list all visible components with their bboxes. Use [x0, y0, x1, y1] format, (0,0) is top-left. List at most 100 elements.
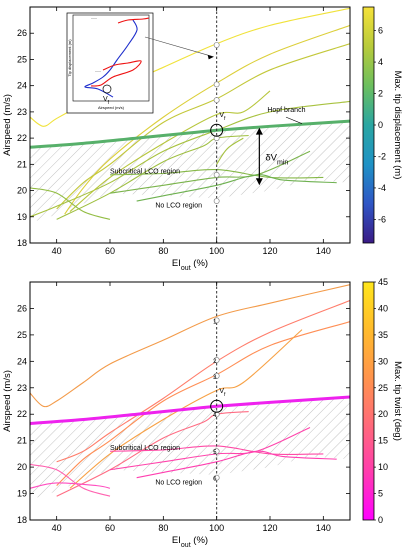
y-tick-label: 19 — [17, 489, 27, 499]
no-lco-label: No LCO region — [155, 479, 202, 486]
x-axis-label: EIout (%) — [172, 258, 208, 272]
lco-curve-2 — [56, 299, 350, 463]
lco-curve-5 — [69, 90, 271, 212]
point-marker-label-2: 2 — [213, 359, 217, 365]
y-tick-label: 21 — [17, 159, 27, 169]
y-tick-label: 23 — [17, 383, 27, 393]
inset-upper-red-branch — [117, 17, 150, 24]
point-marker-label-3: 3 — [213, 375, 217, 381]
y-tick-label: 20 — [17, 462, 27, 472]
x-tick-label: 40 — [52, 246, 62, 256]
lco-curve-3 — [56, 43, 350, 210]
hopf-branch-line — [30, 119, 350, 149]
lco-curve-10 — [136, 174, 337, 202]
y-axis-label: Airspeed (m/s) — [2, 370, 13, 432]
hopf-branch-label: Hopf branch — [267, 107, 305, 114]
lco-curve-4 — [69, 329, 303, 489]
x-tick-label: 120 — [262, 246, 277, 256]
delta-v-arrow-head-top — [255, 127, 263, 135]
y-tick-label: 18 — [17, 238, 27, 248]
colorbar-tick-label: 4 — [378, 57, 383, 67]
lco-curve-2 — [64, 24, 350, 215]
inset-ellipsis-top: ··· — [91, 16, 97, 22]
colorbar-tick-label: 40 — [378, 303, 388, 313]
inset-pointer-arrowhead — [207, 54, 214, 60]
inset-x-label: Airspeed (m/s) — [98, 105, 125, 110]
colorbar-tick-label: 15 — [378, 436, 388, 446]
inset-ellipsis-mid: ··· — [95, 69, 101, 75]
lco-curve-9 — [136, 450, 337, 479]
colorbar-tick-label: 0 — [378, 515, 383, 525]
colorbar-tick-label: 5 — [378, 489, 383, 499]
point-marker-label-6: 6 — [213, 477, 217, 483]
hopf-branch-pointer — [285, 116, 303, 124]
colorbar-tick-label: -2 — [378, 151, 386, 161]
plot-area — [30, 7, 350, 243]
y-tick-label: 22 — [17, 133, 27, 143]
point-marker-6 — [213, 198, 220, 204]
no-lco-label: No LCO region — [155, 203, 202, 210]
x-tick-label: 60 — [105, 246, 115, 256]
subcritical-lco-label: Subcritical LCO region — [110, 169, 180, 176]
y-tick-label: 20 — [17, 186, 27, 196]
y-axis-label: Airspeed (m/s) — [2, 94, 13, 156]
point-marker-5 — [213, 448, 220, 455]
colorbar-label: Max. tip twist (deg) — [392, 361, 402, 441]
y-tick-label: 21 — [17, 436, 27, 446]
y-tick-label: 18 — [17, 515, 27, 525]
colorbar-label: Max. tip displacement (m) — [392, 71, 402, 180]
inset-y-label: Tip displacement (m) — [67, 39, 72, 77]
inset-pointer-line — [144, 36, 214, 58]
colorbar — [362, 281, 375, 521]
lco-curve-3 — [56, 321, 350, 487]
point-marker-1 — [213, 42, 220, 48]
colorbar — [362, 6, 375, 244]
colorbar-tick-label: 35 — [378, 330, 388, 340]
point-marker-1 — [213, 317, 220, 324]
subcritical-lco-label: Subcritical LCO region — [110, 445, 180, 452]
y-tick-label: 23 — [17, 107, 27, 117]
delta-v-arrow-head-bottom — [255, 178, 263, 186]
y-tick-label: 26 — [17, 28, 27, 38]
colorbar-tick-label: 45 — [378, 277, 388, 287]
y-tick-label: 25 — [17, 330, 27, 340]
y-tick-label: 25 — [17, 54, 27, 64]
x-tick-label: 140 — [316, 246, 331, 256]
delta-v-min-label: δVmin — [265, 152, 288, 166]
colorbar-tick-label: 2 — [378, 89, 383, 99]
point-marker-3 — [213, 97, 220, 104]
colorbar-tick-label: 20 — [378, 409, 388, 419]
lco-curve-11 — [216, 137, 244, 165]
plot-area: 1 2 3 4 5 6 — [30, 282, 350, 520]
lco-curve-1 — [30, 284, 350, 408]
colorbar-tick-label: 0 — [378, 120, 383, 130]
colorbar-tick-label: -4 — [378, 183, 386, 193]
y-tick-label: 26 — [17, 303, 27, 313]
y-tick-label: 24 — [17, 81, 27, 91]
lco-curve-9 — [30, 187, 111, 220]
y-tick-label: 19 — [17, 212, 27, 222]
x-tick-label: 140 — [316, 523, 331, 533]
point-marker-4 — [213, 411, 220, 418]
colorbar-tick-label: 10 — [378, 462, 388, 472]
inset-stable-branch — [84, 19, 138, 98]
colorbar-tick-label: -6 — [378, 214, 386, 224]
flutter-speed-circle — [210, 123, 224, 137]
x-tick-label: 60 — [105, 523, 115, 533]
colorbar-tick-label: 30 — [378, 356, 388, 366]
point-marker-label-4: 4 — [213, 413, 217, 419]
y-tick-label: 24 — [17, 356, 27, 366]
inset-flutter-label: Vf — [103, 96, 110, 106]
inset-flutter-circle — [102, 84, 112, 94]
point-marker-3 — [213, 372, 220, 379]
x-tick-label: 80 — [158, 246, 168, 256]
point-marker-2 — [213, 81, 220, 88]
lco-curve-10 — [30, 482, 111, 489]
x-tick-label: 120 — [262, 523, 277, 533]
plot-frame — [29, 281, 351, 521]
point-marker-6 — [213, 474, 220, 481]
colorbar-tick-label: 25 — [378, 383, 388, 393]
hopf-branch-line — [30, 395, 350, 425]
